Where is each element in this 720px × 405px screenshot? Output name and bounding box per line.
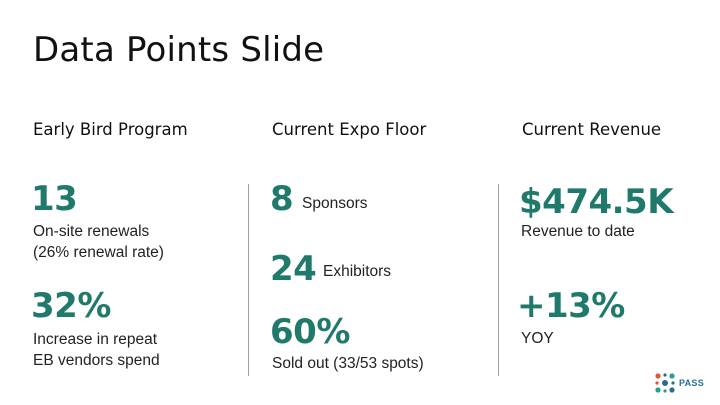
pass-logo: PASS — [654, 369, 714, 397]
stat-value-sponsors: 8 — [270, 179, 294, 219]
stat-caption-sponsors: Sponsors — [302, 195, 368, 212]
stat-caption-revenue: Revenue to date — [521, 223, 635, 240]
slide-title: Data Points Slide — [33, 30, 325, 70]
logo-text: PASS — [679, 378, 705, 388]
pass-logo-icon — [655, 373, 675, 393]
column-heading-expo-floor: Current Expo Floor — [272, 120, 427, 139]
stat-caption-yoy: YOY — [521, 330, 554, 347]
caption-line: (26% renewal rate) — [33, 244, 164, 261]
stat-value-exhibitors: 24 — [270, 249, 317, 289]
column-heading-early-bird: Early Bird Program — [33, 120, 188, 139]
column-heading-revenue: Current Revenue — [522, 120, 662, 139]
caption-line: EB vendors spend — [33, 352, 160, 369]
stat-value-repeat-spend: 32% — [31, 286, 111, 326]
stat-caption-sold-out: Sold out (33/53 spots) — [272, 355, 424, 372]
stat-value-revenue: $474.5K — [519, 182, 674, 222]
caption-line: Increase in repeat — [33, 331, 158, 348]
column-divider — [498, 184, 499, 376]
stat-caption-repeat-spend: Increase in repeat EB vendors spend — [33, 329, 160, 371]
stat-caption-exhibitors: Exhibitors — [323, 263, 392, 280]
stat-value-onsite-renewals: 13 — [31, 179, 78, 219]
column-divider — [248, 184, 249, 376]
stat-value-sold-out: 60% — [270, 312, 350, 352]
stat-caption-onsite-renewals: On-site renewals (26% renewal rate) — [33, 221, 164, 263]
caption-line: On-site renewals — [33, 223, 150, 240]
stat-value-yoy: +13% — [517, 286, 625, 326]
